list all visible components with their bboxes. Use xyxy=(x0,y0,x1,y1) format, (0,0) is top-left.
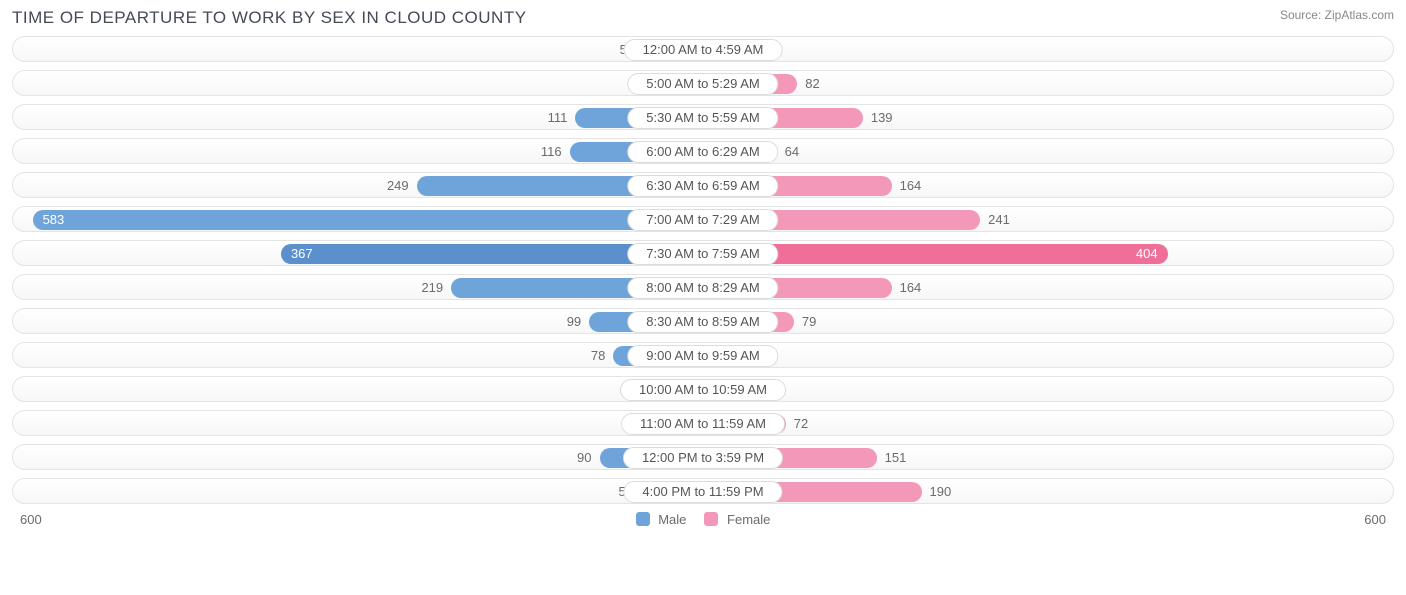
chart-row: 541904:00 PM to 11:59 PM xyxy=(12,478,1394,504)
category-pill: 5:00 AM to 5:29 AM xyxy=(627,73,778,95)
axis-left-max: 600 xyxy=(20,512,42,527)
value-male: 78 xyxy=(591,343,605,369)
value-male: 219 xyxy=(421,275,443,301)
value-female: 241 xyxy=(988,207,1010,233)
value-female: 190 xyxy=(930,479,952,505)
value-female: 79 xyxy=(802,309,816,335)
category-pill: 7:30 AM to 7:59 AM xyxy=(627,243,778,265)
value-female: 404 xyxy=(1126,244,1168,264)
category-pill: 8:00 AM to 8:29 AM xyxy=(627,277,778,299)
value-female: 164 xyxy=(900,275,922,301)
category-pill: 12:00 PM to 3:59 PM xyxy=(623,447,783,469)
legend: Male Female xyxy=(636,512,771,527)
value-female: 72 xyxy=(794,411,808,437)
axis-legend-row: 600 Male Female 600 xyxy=(12,512,1394,527)
source-label: Source: ZipAtlas.com xyxy=(1280,8,1394,22)
value-female: 82 xyxy=(805,71,819,97)
chart-row: 367 404 7:30 AM to 7:59 AM xyxy=(12,240,1394,266)
legend-item-male: Male xyxy=(636,512,687,527)
chart-row: 90 151 12:00 PM to 3:59 PM xyxy=(12,444,1394,470)
chart-row: 531812:00 AM to 4:59 AM xyxy=(12,36,1394,62)
chart-row: 219 164 8:00 AM to 8:29 AM xyxy=(12,274,1394,300)
category-pill: 4:00 PM to 11:59 PM xyxy=(623,481,782,503)
legend-label-male: Male xyxy=(658,512,686,527)
value-female: 164 xyxy=(900,173,922,199)
value-female: 151 xyxy=(885,445,907,471)
chart-row: 583 241 7:00 AM to 7:29 AM xyxy=(12,206,1394,232)
chart-row: 111 139 5:30 AM to 5:59 AM xyxy=(12,104,1394,130)
legend-item-female: Female xyxy=(704,512,770,527)
chart-row: 99 79 8:30 AM to 8:59 AM xyxy=(12,308,1394,334)
category-pill: 12:00 AM to 4:59 AM xyxy=(624,39,783,61)
chart-row: 42825:00 AM to 5:29 AM xyxy=(12,70,1394,96)
legend-swatch-female xyxy=(704,512,718,526)
category-pill: 7:00 AM to 7:29 AM xyxy=(627,209,778,231)
value-male: 367 xyxy=(281,244,323,264)
chart-row: 116 64 6:00 AM to 6:29 AM xyxy=(12,138,1394,164)
legend-swatch-male xyxy=(636,512,650,526)
chart-row: 167211:00 AM to 11:59 AM xyxy=(12,410,1394,436)
category-pill: 11:00 AM to 11:59 AM xyxy=(621,413,785,435)
value-male: 116 xyxy=(541,139,562,165)
value-male: 99 xyxy=(567,309,581,335)
chart-title: TIME OF DEPARTURE TO WORK BY SEX IN CLOU… xyxy=(12,8,527,28)
chart-row: 78209:00 AM to 9:59 AM xyxy=(12,342,1394,368)
diverging-bar-chart: 531812:00 AM to 4:59 AM42825:00 AM to 5:… xyxy=(12,36,1394,504)
axis-right-max: 600 xyxy=(1364,512,1386,527)
legend-label-female: Female xyxy=(727,512,770,527)
category-pill: 6:30 AM to 6:59 AM xyxy=(627,175,778,197)
value-male: 583 xyxy=(33,210,75,230)
value-male: 111 xyxy=(548,105,568,131)
value-male: 90 xyxy=(577,445,591,471)
category-pill: 9:00 AM to 9:59 AM xyxy=(627,345,778,367)
category-pill: 6:00 AM to 6:29 AM xyxy=(627,141,778,163)
category-pill: 8:30 AM to 8:59 AM xyxy=(627,311,778,333)
value-female: 64 xyxy=(785,139,799,165)
chart-row: 249 164 6:30 AM to 6:59 AM xyxy=(12,172,1394,198)
header: TIME OF DEPARTURE TO WORK BY SEX IN CLOU… xyxy=(12,8,1394,28)
category-pill: 10:00 AM to 10:59 AM xyxy=(620,379,786,401)
category-pill: 5:30 AM to 5:59 AM xyxy=(627,107,778,129)
value-female: 139 xyxy=(871,105,893,131)
bar-male: 583 xyxy=(33,210,703,230)
value-male: 249 xyxy=(387,173,409,199)
chart-row: 85210:00 AM to 10:59 AM xyxy=(12,376,1394,402)
